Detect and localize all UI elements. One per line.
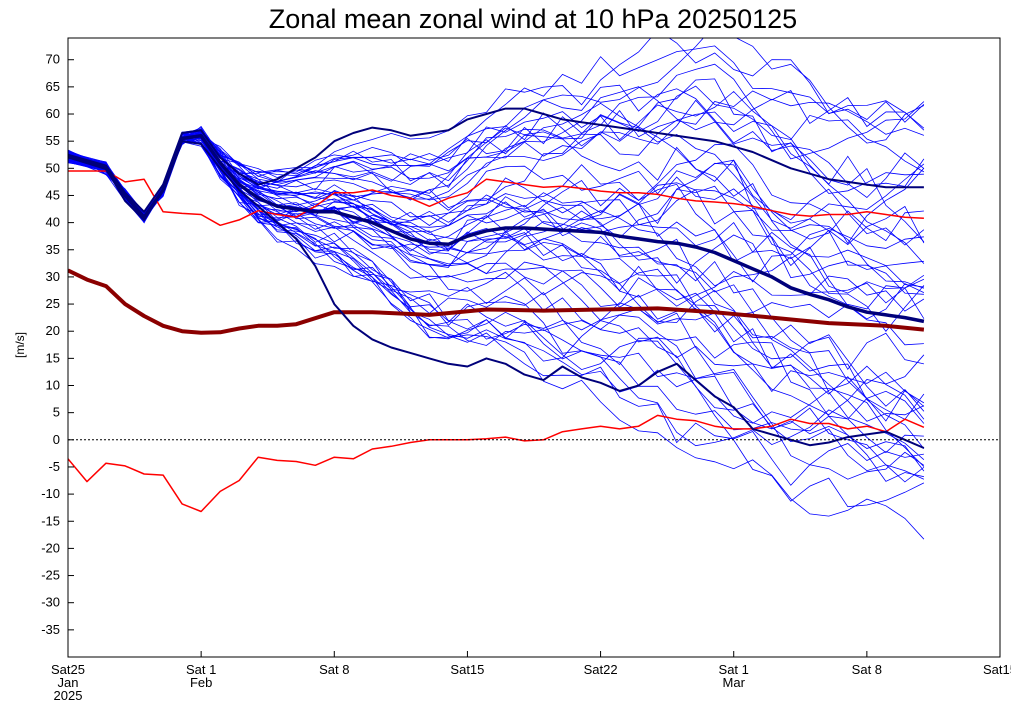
y-tick-label: -35 [41,622,60,637]
y-tick-label: -5 [48,459,60,474]
ensemble-member-line [68,84,925,217]
y-tick-label: 25 [46,296,60,311]
ensemble-member-line [68,136,924,486]
ensemble-member-line [68,139,925,480]
ensemble_mean-line [68,133,925,324]
y-tick-label: 40 [46,215,60,230]
climatology_min-line [68,414,925,513]
ensemble-member-line [68,136,925,480]
y-tick-label: 55 [46,133,60,148]
ensemble-member-line [68,132,925,461]
ensemble-member-line [68,128,925,294]
ensemble-member-line [68,85,925,212]
ensemble-member-line [68,132,925,467]
y-tick-label: -25 [41,568,60,583]
ensemble-member-line [68,130,924,346]
y-tick-label: -30 [41,595,60,610]
x-tick-label: Sat 1 [186,662,216,677]
member-line [68,107,924,213]
y-tick-label: 0 [53,432,60,447]
ensemble-member-line [68,86,925,215]
ensemble-member-line [68,133,924,482]
ensemble-member-line [68,136,925,312]
ensemble-member-line [68,132,925,289]
y-tick-label: 30 [46,269,60,284]
y-tick-label: 35 [46,242,60,257]
x-tick-label: Sat 1 [719,662,749,677]
x-tick-label: Sat15 [983,662,1011,677]
y-tick-label: 70 [46,52,60,67]
ensemble-member-line [68,38,925,222]
x-tick-label: Feb [190,675,212,690]
x-tick-label: Sat 8 [319,662,349,677]
y-tick-label: 50 [46,160,60,175]
y-tick-label: 60 [46,106,60,121]
y-tick-label: -15 [41,513,60,528]
y-tick-label: 15 [46,350,60,365]
y-tick-label: 5 [53,405,60,420]
x-tick-label: Jan [58,675,79,690]
y-tick-label: 10 [46,378,60,393]
ensemble-member-line [68,38,925,217]
series-group [68,38,925,540]
ensemble-member-line [68,134,925,432]
plot-frame [67,37,1001,658]
x-tick-label: Mar [723,675,746,690]
y-tick-label: 65 [46,79,60,94]
x-tick-label: Sat 8 [852,662,882,677]
ensemble-member-line [68,102,924,267]
y-tick-label: -10 [41,486,60,501]
axes: 7065605550454035302520151050-5-10-15-20-… [41,37,1011,703]
y-tick-label: -20 [41,540,60,555]
y-axis-label: [m/s] [13,332,27,358]
y-tick-label: 45 [46,187,60,202]
x-tick-label: 2025 [54,688,83,703]
plot-area [68,38,1000,540]
x-tick-label: Sat25 [51,662,85,677]
x-tick-label: Sat15 [450,662,484,677]
x-tick-label: Sat22 [584,662,618,677]
ensemble-member-line [68,136,925,267]
chart-title: Zonal mean zonal wind at 10 hPa 20250125 [269,4,797,34]
climatology_max-line [68,170,924,227]
ensemble-member-line [68,131,924,242]
climatology_mean-line [68,268,925,335]
ensemble-member-line [68,135,925,424]
member-line [68,140,925,449]
y-tick-label: 20 [46,323,60,338]
